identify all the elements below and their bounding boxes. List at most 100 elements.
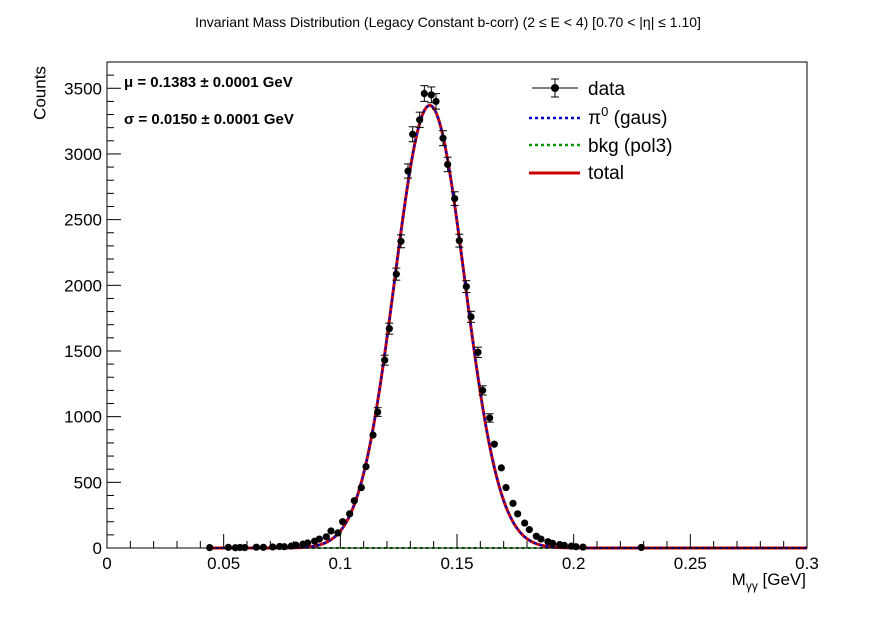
data-point xyxy=(485,413,494,423)
legend: data π0 (gaus) bkg (pol3) total xyxy=(529,78,673,184)
data-marker xyxy=(537,535,545,543)
legend-item-signal: π0 (gaus) xyxy=(529,104,667,129)
data-point xyxy=(514,510,522,518)
data-point xyxy=(280,543,288,551)
data-point xyxy=(415,111,424,128)
x-tick-label: 0.15 xyxy=(440,554,473,573)
chart-title: Invariant Mass Distribution (Legacy Cons… xyxy=(195,14,701,30)
plot-frame xyxy=(106,61,808,549)
x-tick-label: 0 xyxy=(102,554,111,573)
legend-label-bkg: bkg (pol3) xyxy=(588,136,673,157)
y-tick-label: 500 xyxy=(74,473,102,492)
data-point xyxy=(392,267,401,281)
data-point xyxy=(560,541,568,549)
data-marker xyxy=(509,499,517,507)
x-tick-labels: 0 0.05 0.1 0.15 0.2 0.25 0.3 xyxy=(102,554,819,573)
data-point xyxy=(450,191,459,206)
data-marker xyxy=(292,541,300,549)
data-point xyxy=(443,156,452,173)
data-point xyxy=(346,510,354,518)
data-marker xyxy=(486,414,494,422)
y-tick-label: 2000 xyxy=(64,276,102,295)
data-point xyxy=(502,483,510,492)
data-marker xyxy=(497,464,505,472)
data-marker xyxy=(357,483,365,492)
data-marker xyxy=(304,539,312,547)
legend-marker-data xyxy=(551,84,559,92)
data-point xyxy=(474,346,482,358)
y-axis-title: Counts xyxy=(31,66,50,120)
x-axis-title-unit: [GeV] xyxy=(758,570,806,589)
data-point xyxy=(467,310,475,323)
data-marker xyxy=(346,510,354,518)
data-point xyxy=(322,533,330,541)
data-point xyxy=(224,543,232,551)
stat-mu: μ = 0.1383 ± 0.0001 GeV xyxy=(124,74,293,91)
data-point xyxy=(478,385,487,396)
data-marker xyxy=(252,543,260,551)
data-marker xyxy=(432,97,440,106)
data-point xyxy=(439,130,447,147)
data-marker xyxy=(637,543,645,552)
data-point xyxy=(521,519,529,527)
data-point xyxy=(404,163,412,179)
y-tick-label: 1500 xyxy=(64,342,102,361)
y-tick-labels: 0 500 1000 1500 2000 2500 3000 3500 xyxy=(64,79,102,558)
data-point xyxy=(509,499,517,507)
data-point xyxy=(339,518,347,526)
stat-sigma: σ = 0.0150 ± 0.0001 GeV xyxy=(124,111,294,128)
data-marker xyxy=(315,535,323,543)
y-tick-label: 3000 xyxy=(64,145,102,164)
data-marker xyxy=(502,483,510,492)
data-marker xyxy=(385,325,393,333)
data-points xyxy=(206,85,645,552)
data-marker xyxy=(579,543,587,551)
data-marker xyxy=(455,237,463,245)
data-point xyxy=(269,543,277,551)
data-point xyxy=(259,543,267,551)
legend-item-total: total xyxy=(529,163,624,184)
data-marker xyxy=(427,91,435,99)
data-marker xyxy=(269,543,277,551)
data-marker xyxy=(420,89,428,98)
data-point xyxy=(385,322,394,335)
data-point xyxy=(420,85,429,102)
data-marker xyxy=(521,519,529,527)
data-point xyxy=(397,234,405,249)
data-marker xyxy=(334,529,342,537)
x-tick-label: 0.05 xyxy=(207,554,240,573)
data-marker xyxy=(444,160,452,169)
axis-ticks xyxy=(106,61,808,549)
legend-label-total: total xyxy=(588,163,624,184)
data-marker xyxy=(525,526,533,534)
y-tick-label: 1000 xyxy=(64,408,102,427)
data-marker xyxy=(490,440,498,448)
data-point xyxy=(462,280,471,294)
data-point xyxy=(432,93,440,110)
data-marker xyxy=(280,543,288,551)
data-marker xyxy=(369,431,377,439)
data-marker xyxy=(416,116,424,124)
data-marker xyxy=(514,510,522,518)
data-point xyxy=(357,483,365,492)
data-marker xyxy=(350,497,358,505)
x-tick-label: 0.1 xyxy=(329,554,353,573)
data-point xyxy=(579,543,587,551)
x-axis-title-sub: γγ xyxy=(746,579,758,593)
y-tick-label: 0 xyxy=(93,539,102,558)
data-point xyxy=(327,527,335,535)
data-marker xyxy=(467,313,475,321)
data-point xyxy=(380,354,389,366)
data-point xyxy=(252,543,260,551)
legend-label-data: data xyxy=(588,79,625,100)
data-marker xyxy=(479,386,487,394)
data-point xyxy=(334,529,342,537)
data-marker xyxy=(374,408,382,416)
data-point xyxy=(373,407,382,417)
data-point xyxy=(369,431,377,439)
data-point xyxy=(497,464,505,472)
data-marker xyxy=(327,527,335,535)
x-tick-label: 0.2 xyxy=(562,554,586,573)
legend-item-data: data xyxy=(532,78,625,100)
